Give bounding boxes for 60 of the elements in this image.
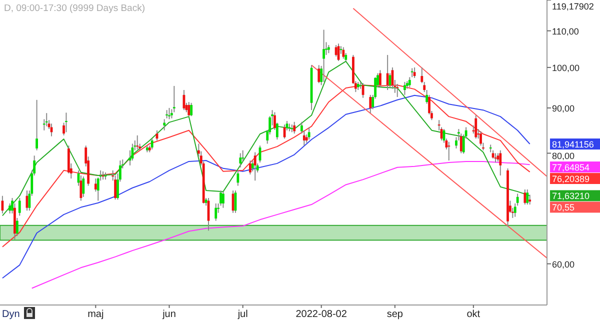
candlestick: [166, 110, 168, 119]
y-tick-label: 60,00: [552, 259, 575, 270]
annotation: 71,63210: [552, 191, 590, 202]
candlestick: [318, 64, 320, 84]
candlestick: [65, 112, 68, 133]
candlestick: [460, 133, 462, 154]
x-tick-label: okt: [466, 309, 480, 320]
candlestick: [474, 114, 478, 140]
candlestick: [386, 54, 389, 90]
candlestick: [254, 152, 256, 182]
candlestick: [45, 112, 48, 127]
candlestick: [136, 134, 139, 150]
candlestick: [214, 202, 218, 222]
candlestick: [288, 123, 291, 132]
y-tick-label: 100,00: [552, 62, 580, 73]
x-tick-label: jun: [162, 309, 176, 320]
candlestick: [80, 174, 82, 202]
candlestick: [248, 160, 252, 175]
annotation: 70,55: [552, 202, 575, 213]
candlestick: [188, 102, 190, 117]
candlestick: [168, 107, 170, 120]
y-tick-label: 119,17902: [552, 2, 594, 12]
x-tick-label: 2022-08-02: [296, 309, 348, 320]
candlestick: [293, 121, 296, 134]
x-tick-label: maj: [88, 309, 104, 320]
candlestick: [163, 118, 166, 131]
candlestick: [322, 29, 325, 82]
candlestick: [396, 83, 399, 98]
x-tick-label: sep: [386, 309, 404, 320]
y-tick-label: 90,00: [552, 103, 575, 114]
candlestick: [404, 81, 406, 96]
candlestick: [379, 70, 382, 88]
candlestick: [114, 174, 116, 200]
candlestick: [18, 198, 21, 216]
candlestick: [524, 188, 526, 206]
candlestick: [82, 176, 85, 198]
candlestick: [236, 170, 240, 186]
candlestick: [448, 141, 450, 161]
x-tick-label: jul: [236, 309, 248, 320]
text: Dyn: [2, 309, 20, 320]
candlestick: [150, 138, 154, 150]
candlestick: [499, 150, 502, 176]
annotation: 76,20389: [552, 174, 590, 184]
y-tick-label: 110,00: [552, 26, 579, 36]
candlestick: [239, 152, 242, 168]
candlestick: [480, 130, 482, 146]
chart-title: D, 09:00-17:30 (9999 Days Back): [4, 3, 145, 14]
candlestick: [308, 126, 310, 140]
candlestick: [408, 76, 411, 88]
annotation: 77,64854: [552, 162, 590, 172]
annotation: 81,941156: [552, 140, 594, 150]
candlestick: [526, 188, 529, 206]
y-tick-label: 80,00: [552, 151, 575, 161]
candlestick: [342, 46, 345, 60]
candlestick: [369, 94, 372, 114]
candlestick: [36, 99, 38, 151]
candlestick: [190, 102, 193, 117]
line-series: [2, 94, 530, 279]
line-series: [2, 60, 530, 216]
candlestick: [222, 191, 224, 208]
